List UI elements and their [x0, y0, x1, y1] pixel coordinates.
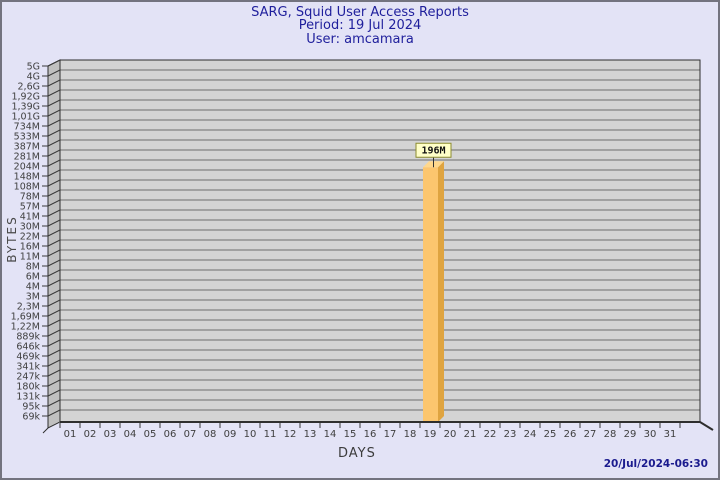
y-tick-label: 16M — [20, 242, 40, 253]
y-tick-label: 5G — [27, 62, 40, 73]
y-tick-label: 1,92G — [11, 92, 40, 103]
x-tick-label: 22 — [484, 429, 497, 440]
y-tick-label: 6M — [26, 272, 40, 283]
x-tick-label: 18 — [404, 429, 417, 440]
x-tick-label: 13 — [304, 429, 317, 440]
y-tick-label: 180k — [16, 382, 40, 393]
y-tick-label: 131k — [16, 392, 40, 403]
y-tick-label: 204M — [14, 162, 40, 173]
y-tick-label: 30M — [20, 222, 40, 233]
x-tick-label: 23 — [504, 429, 517, 440]
y-tick-label: 78M — [20, 192, 40, 203]
x-tick-label: 29 — [624, 429, 637, 440]
y-tick-label: 57M — [20, 202, 40, 213]
y-tick-label: 889k — [16, 332, 40, 343]
x-tick-label: 19 — [424, 429, 437, 440]
x-tick-label: 28 — [604, 429, 617, 440]
x-tick-label: 08 — [204, 429, 217, 440]
y-tick-label: 734M — [14, 122, 40, 133]
chart-title: SARG, Squid User Access Reports — [251, 5, 469, 20]
x-tick-label: 17 — [384, 429, 397, 440]
y-tick-label: 8M — [26, 262, 40, 273]
plot-area — [60, 60, 700, 422]
y-tick-label: 2,6G — [18, 82, 40, 93]
bar-day-19: 196M — [415, 142, 452, 422]
x-tick-label: 07 — [184, 429, 197, 440]
y-tick-label: 469k — [16, 352, 40, 363]
corner-foot-right — [699, 421, 714, 431]
y-tick-label: 69k — [22, 412, 40, 423]
y-tick-label: 1,01G — [11, 112, 40, 123]
y-tick-label: 533M — [14, 132, 40, 143]
x-tick-label: 12 — [284, 429, 297, 440]
y-tick-label: 95k — [22, 402, 40, 413]
x-tick-label: 15 — [344, 429, 357, 440]
bar-value-label: 196M — [421, 146, 445, 157]
y-tick-label: 148M — [14, 172, 40, 183]
x-axis-title: DAYS — [338, 446, 376, 461]
y-tick-label: 3M — [26, 292, 40, 303]
y-tick-label: 646k — [16, 342, 40, 353]
x-tick-label: 31 — [664, 429, 677, 440]
x-tick-label: 30 — [644, 429, 657, 440]
y-tick-label: 2,3M — [17, 302, 40, 313]
y-tick-label: 22M — [20, 232, 40, 243]
x-tick-label: 04 — [124, 429, 137, 440]
x-tick-label: 20 — [444, 429, 457, 440]
chart-user: User: amcamara — [306, 31, 414, 47]
x-tick-label: 11 — [264, 429, 277, 440]
x-tick-label: 01 — [64, 429, 77, 440]
y-tick-label: 1,39G — [11, 102, 40, 113]
x-tick-label: 26 — [564, 429, 577, 440]
chart-period: Period: 19 Jul 2024 — [298, 18, 422, 34]
y-tick-label: 41M — [20, 212, 40, 223]
x-tick-label: 06 — [164, 429, 177, 440]
x-tick-label: 24 — [524, 429, 537, 440]
x-tick-label: 09 — [224, 429, 237, 440]
y-tick-label: 11M — [20, 252, 40, 263]
generation-timestamp: 20/Jul/2024-06:30 — [603, 458, 708, 470]
x-tick-label: 02 — [84, 429, 97, 440]
y-tick-label: 108M — [14, 182, 40, 193]
x-axis: 01 02 03 04 05 06 07 08 09 10 11 12 13 14 15 16 17 18 19 20… — [59, 423, 681, 440]
y-tick-label: 281M — [14, 152, 40, 163]
gridlines — [60, 69, 700, 411]
y-tick-label: 387M — [14, 142, 40, 153]
bar-value-box — [415, 142, 452, 158]
y-tick-label: 247k — [16, 372, 40, 383]
y-tick-label: 1,69M — [11, 312, 40, 323]
y-tick-label: 4M — [26, 282, 40, 293]
x-tick-label: 03 — [104, 429, 117, 440]
x-tick-label: 14 — [324, 429, 337, 440]
x-tick-label: 27 — [584, 429, 597, 440]
x-tick-label: 16 — [364, 429, 377, 440]
x-tick-label: 25 — [544, 429, 557, 440]
chart-title-block: SARG, Squid User Access Reports Period: … — [2, 5, 718, 47]
y-tick-label: 341k — [16, 362, 40, 373]
y-axis: 5G4G2,6G1,92G1,39G1,01G734M533M387M281M2… — [11, 59, 61, 423]
y-tick-label: 4G — [27, 72, 40, 83]
x-tick-label: 10 — [244, 429, 257, 440]
x-tick-label: 05 — [144, 429, 157, 440]
bars: 196M — [415, 142, 452, 422]
corner-foot-left — [42, 427, 49, 434]
x-tick-label: 21 — [464, 429, 477, 440]
y-tick-label: 1,22M — [11, 322, 40, 333]
